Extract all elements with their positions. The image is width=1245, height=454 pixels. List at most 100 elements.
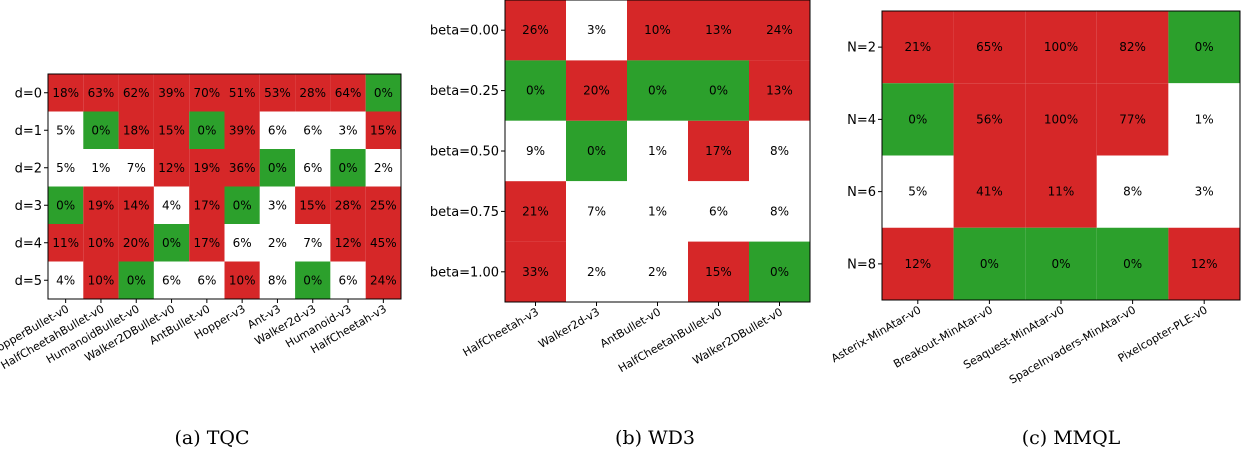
heatmap-cell xyxy=(83,74,119,112)
cell-value-label: 8% xyxy=(268,273,287,287)
heatmap-cell xyxy=(505,0,566,61)
cell-value-label: 18% xyxy=(52,86,79,100)
cell-value-label: 0% xyxy=(233,198,252,212)
heatmap-cell xyxy=(295,111,331,149)
heatmap-cell xyxy=(83,186,119,224)
heatmap-cell xyxy=(295,149,331,187)
cell-value-label: 24% xyxy=(766,23,793,37)
heatmap-cell xyxy=(953,83,1026,156)
cell-value-label: 6% xyxy=(339,273,358,287)
x-tick-label: HalfCheetahBullet-v0 xyxy=(616,305,724,375)
heatmap-panel-wd3: 26% 3% 10% 13% 24% 0% 20% 0% 0% 13% 9% 0% 1% 17% 8% 21%… xyxy=(430,0,811,375)
heatmap-cell xyxy=(153,186,190,224)
heatmap-cell xyxy=(627,60,688,121)
heatmap-cell xyxy=(153,74,190,112)
heatmap-cell xyxy=(1096,227,1169,300)
heatmap-cell xyxy=(953,227,1026,300)
cell-value-label: 3% xyxy=(1195,185,1214,199)
cell-value-label: 17% xyxy=(705,144,732,158)
y-tick-label: beta=0.25 xyxy=(430,84,499,99)
heatmap-cell xyxy=(83,149,119,187)
heatmap-cell xyxy=(330,111,366,149)
cell-value-label: 0% xyxy=(56,198,75,212)
cell-value-label: 0% xyxy=(980,257,999,271)
cell-value-label: 13% xyxy=(766,84,793,98)
cell-value-label: 1% xyxy=(91,161,110,175)
cell-value-label: 70% xyxy=(194,86,221,100)
cell-value-label: 65% xyxy=(976,40,1003,54)
cell-value-label: 2% xyxy=(374,161,393,175)
heatmap-cell xyxy=(224,224,260,262)
cell-value-label: 13% xyxy=(705,23,732,37)
heatmap-cell xyxy=(688,60,749,121)
caption-wd3: (b) WD3 xyxy=(615,427,695,449)
heatmap-cell xyxy=(118,111,154,149)
cell-value-label: 20% xyxy=(583,84,610,98)
cell-value-label: 62% xyxy=(123,86,150,100)
cell-value-label: 7% xyxy=(127,161,146,175)
cell-value-label: 0% xyxy=(127,273,146,287)
cell-value-label: 18% xyxy=(123,123,150,137)
y-tick-label: d=3 xyxy=(15,199,42,214)
heatmap-cell xyxy=(749,241,810,302)
cell-value-label: 8% xyxy=(1123,185,1142,199)
cell-value-label: 9% xyxy=(526,144,545,158)
heatmap-cell xyxy=(749,60,810,121)
cell-value-label: 77% xyxy=(1119,112,1146,126)
cell-value-label: 11% xyxy=(52,236,79,250)
heatmap-panel-mmql: 21% 65% 100% 82% 0% 0% 56% 100% 77% 1% 5% 41% 11% 8% 3… xyxy=(829,10,1241,387)
heatmap-cell xyxy=(259,261,296,299)
heatmap-cell xyxy=(48,261,84,299)
heatmap-cell xyxy=(330,149,366,187)
heatmap-cell xyxy=(259,111,296,149)
heatmap-cell xyxy=(749,120,810,182)
cell-value-label: 21% xyxy=(904,40,931,54)
cell-value-label: 15% xyxy=(705,265,732,279)
cell-value-label: 0% xyxy=(587,144,606,158)
heatmap-cell xyxy=(330,261,366,299)
cell-value-label: 45% xyxy=(370,236,397,250)
cell-value-label: 15% xyxy=(370,123,397,137)
heatmap-cell xyxy=(83,224,119,262)
heatmap-cell xyxy=(259,74,296,112)
cell-value-label: 0% xyxy=(1123,257,1142,271)
cell-value-label: 10% xyxy=(229,273,256,287)
heatmap-cell xyxy=(749,181,810,242)
heatmap-cell xyxy=(259,149,296,187)
cell-value-label: 2% xyxy=(648,265,667,279)
cell-value-label: 15% xyxy=(299,198,326,212)
y-tick-label: beta=0.75 xyxy=(430,205,499,220)
caption-mmql: (c) MMQL xyxy=(1022,427,1121,449)
cell-value-label: 25% xyxy=(370,198,397,212)
cell-value-label: 41% xyxy=(976,185,1003,199)
cell-value-label: 0% xyxy=(709,84,728,98)
cell-value-label: 3% xyxy=(587,23,606,37)
heatmap-cell xyxy=(224,74,260,112)
heatmap-cell xyxy=(365,261,401,299)
y-tick-label: N=4 xyxy=(847,113,876,128)
heatmap-cell xyxy=(566,181,627,242)
heatmap-cell xyxy=(83,261,119,299)
cell-value-label: 4% xyxy=(162,198,181,212)
cell-value-label: 5% xyxy=(908,185,927,199)
heatmap-cell xyxy=(365,74,401,112)
cell-value-label: 14% xyxy=(123,198,150,212)
cell-value-label: 28% xyxy=(299,86,326,100)
heatmap-cell xyxy=(48,186,84,224)
cell-value-label: 39% xyxy=(158,86,185,100)
cell-value-label: 6% xyxy=(303,123,322,137)
heatmap-cell xyxy=(953,155,1026,228)
heatmap-frame xyxy=(47,73,402,300)
heatmap-cell xyxy=(48,149,84,187)
cell-value-label: 6% xyxy=(197,273,216,287)
heatmap-cell xyxy=(1168,155,1240,228)
heatmap-cell xyxy=(224,186,260,224)
cell-value-label: 0% xyxy=(770,265,789,279)
heatmap-cell xyxy=(189,74,225,112)
heatmap-cell xyxy=(153,224,190,262)
heatmap-cell xyxy=(153,261,190,299)
cell-value-label: 82% xyxy=(1119,40,1146,54)
heatmap-cell xyxy=(566,241,627,302)
cell-value-label: 0% xyxy=(91,123,110,137)
